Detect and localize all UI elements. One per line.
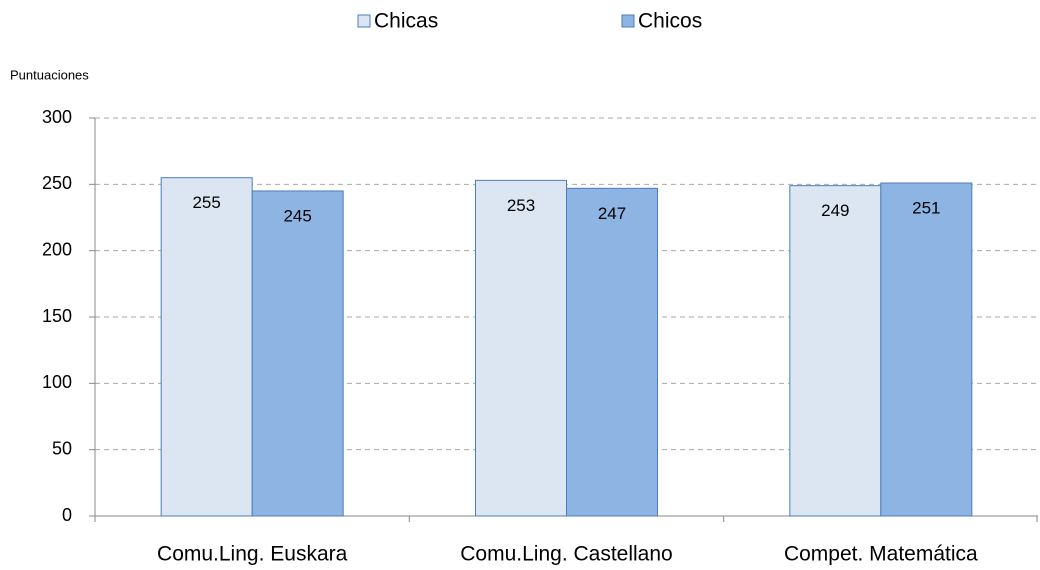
y-axis-label: Puntuaciones <box>10 67 89 82</box>
value-label: 245 <box>283 206 311 225</box>
value-label: 251 <box>912 198 940 217</box>
bar <box>160 177 253 517</box>
value-label: 247 <box>598 204 626 223</box>
bar <box>566 187 658 517</box>
x-tick-label: Compet. Matemática <box>784 543 978 566</box>
value-label: 253 <box>507 196 535 215</box>
value-label: 255 <box>192 193 220 212</box>
bar <box>251 190 344 517</box>
bar <box>880 182 973 517</box>
y-tick-label: 0 <box>62 505 72 525</box>
value-label: 249 <box>821 201 849 220</box>
bar <box>789 185 882 517</box>
y-tick-label: 150 <box>42 306 72 326</box>
y-tick-label: 200 <box>42 239 72 259</box>
y-tick-label: 100 <box>42 372 72 392</box>
y-tick-label: 250 <box>42 173 72 193</box>
legend-label: Chicos <box>638 10 702 33</box>
legend-swatch <box>621 14 635 28</box>
x-tick-label: Comu.Ling. Castellano <box>460 543 672 566</box>
legend-swatch <box>357 14 371 28</box>
x-tick-label: Comu.Ling. Euskara <box>157 543 348 566</box>
legend-label: Chicas <box>374 10 438 33</box>
y-tick-label: 50 <box>52 438 72 458</box>
bar <box>475 179 567 517</box>
y-tick-label: 300 <box>42 107 72 127</box>
